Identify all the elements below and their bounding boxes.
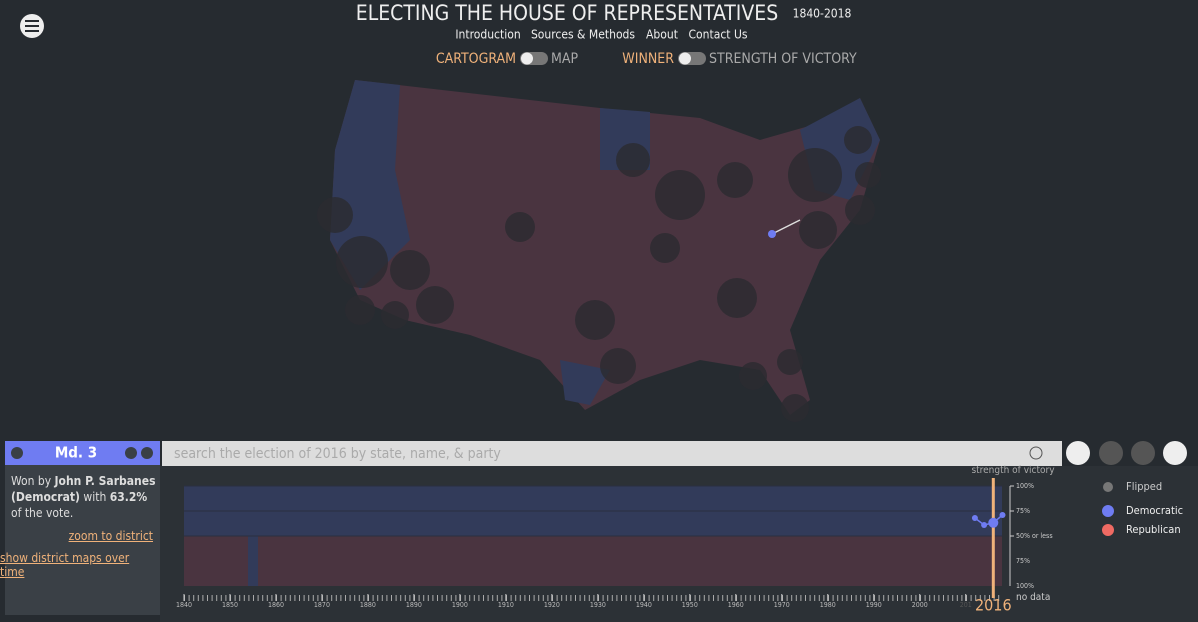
dem-strip — [248, 536, 258, 586]
strength-point — [971, 515, 978, 521]
text: of the vote. — [11, 506, 74, 520]
x-tick-label: 1860 — [268, 601, 284, 609]
x-tick-label: 1990 — [866, 601, 882, 609]
nav-link[interactable]: Introduction — [455, 28, 520, 42]
x-tick-label: 201 — [960, 601, 972, 609]
result-text: Won by John P. Sarbanes (Democrat) with … — [11, 473, 156, 521]
nav-link[interactable]: About — [646, 28, 678, 42]
x-tick-label: 1880 — [360, 601, 376, 609]
x-tick-label: 1890 — [406, 601, 422, 609]
y-tick-label: 75% — [1016, 507, 1030, 515]
x-tick-label: 1960 — [728, 601, 744, 609]
vote-share: 63.2% — [109, 490, 148, 504]
search-box[interactable] — [162, 441, 1062, 466]
panel — [5, 441, 160, 615]
prev-button[interactable] — [11, 447, 23, 459]
legend-swatch — [1102, 505, 1114, 517]
toggle-knob — [679, 52, 691, 65]
rep-band — [184, 536, 1002, 586]
strength-point — [999, 512, 1006, 518]
winner: John P. Sarbanes — [54, 474, 156, 488]
menu-icon — [25, 20, 39, 32]
selected-year: 2016 — [975, 596, 1012, 615]
x-tick-label: 1940 — [636, 601, 652, 609]
zoom-in[interactable] — [1066, 441, 1090, 465]
y-tick-label: no data — [1016, 592, 1050, 603]
title: ELECTING THE HOUSE OF REPRESENTATIVES — [356, 1, 778, 25]
party: (Democrat) — [11, 490, 80, 504]
toggle-label[interactable]: STRENGTH OF VICTORY — [709, 51, 857, 67]
clear-button[interactable] — [1029, 446, 1043, 460]
x-tick-label: 1970 — [774, 601, 790, 609]
legend-label: Republican — [1126, 523, 1181, 536]
district-name: Md. 3 — [55, 444, 97, 462]
legend-label: Flipped — [1126, 480, 1162, 493]
timeline-title: strength of victory — [971, 465, 1055, 476]
x-tick-label: 1870 — [314, 601, 330, 609]
legend-swatch — [1102, 524, 1114, 536]
zoom-out[interactable] — [1099, 441, 1123, 465]
text: with — [80, 490, 110, 504]
link[interactable]: zoom to district — [68, 529, 153, 543]
x-tick-label: 1850 — [222, 601, 238, 609]
legend-label: Democratic — [1126, 504, 1183, 517]
map — [317, 80, 881, 422]
nav-link[interactable]: Sources & Methods — [531, 28, 635, 42]
y-tick-label: 50% or less — [1016, 532, 1053, 540]
strength-point — [981, 522, 988, 528]
toggle-knob — [521, 52, 533, 65]
strength-point — [988, 517, 999, 528]
nav-link[interactable]: Contact Us — [689, 28, 748, 42]
y-tick-label: 100% — [1016, 482, 1034, 490]
toggle-label[interactable]: CARTOGRAM — [436, 51, 516, 67]
link[interactable]: show district maps over time — [0, 551, 130, 579]
locate-button[interactable] — [1163, 441, 1187, 465]
legend-swatch — [1103, 482, 1113, 492]
y-tick-label: 100% — [1016, 582, 1034, 590]
x-tick-label: 1920 — [544, 601, 560, 609]
x-tick-label: 2000 — [912, 601, 928, 609]
toggle-label[interactable]: WINNER — [622, 51, 674, 67]
x-tick-label: 1930 — [590, 601, 606, 609]
x-tick-label: 1840 — [176, 601, 192, 609]
toggle-label[interactable]: MAP — [551, 51, 578, 67]
reset-button[interactable] — [1131, 441, 1155, 465]
x-tick-label: 1900 — [452, 601, 468, 609]
next-button[interactable] — [125, 447, 137, 459]
y-tick-label: 75% — [1016, 557, 1030, 565]
close-button[interactable] — [141, 447, 153, 459]
years: 1840-2018 — [793, 7, 852, 21]
text: Won by — [11, 474, 55, 488]
x-tick-label: 1910 — [498, 601, 514, 609]
search-placeholder: search the election of 2016 by state, na… — [174, 446, 501, 462]
x-tick-label: 1950 — [682, 601, 698, 609]
x-tick-label: 1980 — [820, 601, 836, 609]
